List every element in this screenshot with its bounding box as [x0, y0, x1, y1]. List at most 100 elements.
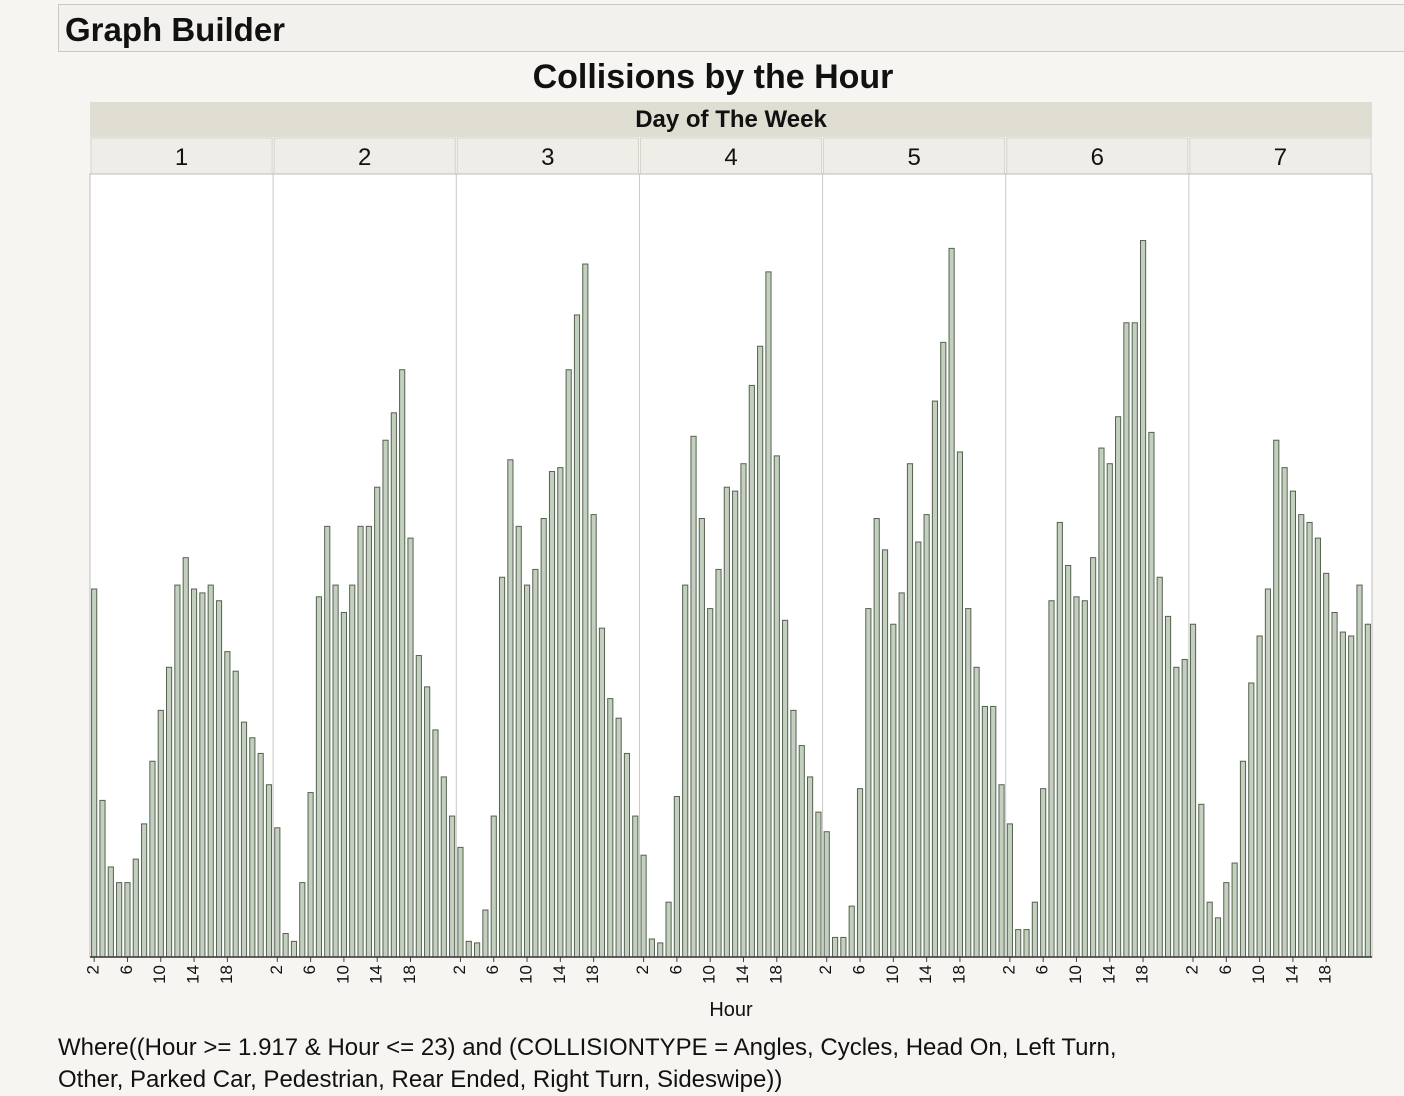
- bar-day7-hour17: [1314, 537, 1321, 958]
- bar-day1-hour18: [224, 651, 231, 958]
- bar-day7-hour8: [1239, 760, 1247, 958]
- bar-day3-hour2: [457, 846, 464, 958]
- bar-day4-hour8: [690, 435, 697, 958]
- bar-day3-hour8: [507, 459, 514, 958]
- footnote-line-2: Other, Parked Car, Pedestrian, Rear Ende…: [58, 1066, 783, 1093]
- bar-day5-hour20: [973, 666, 980, 958]
- bar-day3-hour15: [565, 369, 572, 958]
- bar-day5-hour7: [865, 608, 872, 958]
- bar-day7-hour15: [1298, 514, 1305, 958]
- bar-day1-hour15: [199, 592, 206, 958]
- bar-day5-hour11: [898, 592, 905, 958]
- where-clause-footnote: Where((Hour >= 1.917 & Hour <= 23) and (…: [58, 1032, 1258, 1096]
- bar-day3-hour9: [515, 525, 522, 958]
- x-tick-label: 14: [1099, 965, 1118, 984]
- x-tick-label: 2: [267, 965, 286, 974]
- bar-day1-hour14: [190, 588, 198, 958]
- bar-day3-hour12: [540, 518, 547, 958]
- facet-strip-5: [823, 137, 1006, 175]
- bar-day4-hour22: [807, 776, 814, 958]
- x-tick-label: 14: [733, 965, 752, 984]
- bar-day4-hour7: [682, 584, 689, 958]
- bar-day6-hour13: [1098, 447, 1105, 958]
- bar-day2-hour3: [282, 933, 289, 958]
- x-tick-label: 6: [1216, 965, 1235, 974]
- bar-day7-hour23: [1364, 623, 1371, 958]
- bar-day7-hour22: [1356, 584, 1363, 958]
- bar-day3-hour13: [548, 471, 556, 958]
- footnote-line-1: Where((Hour >= 1.917 & Hour <= 23) and (…: [58, 1034, 1117, 1061]
- bar-day1-hour21: [249, 737, 256, 958]
- bar-day6-hour15: [1115, 416, 1122, 958]
- bar-day2-hour23: [449, 815, 456, 958]
- bar-day2-hour9: [332, 584, 339, 958]
- bar-day4-hour17: [765, 271, 772, 958]
- bar-day6-hour16: [1123, 322, 1130, 958]
- x-tick-label: 2: [1183, 965, 1202, 974]
- bar-day3-hour19: [598, 627, 606, 958]
- x-tick-label: 2: [84, 965, 103, 974]
- bar-day6-hour7: [1048, 600, 1055, 958]
- bar-day6-hour17: [1131, 322, 1138, 958]
- bar-day1-hour22: [257, 752, 264, 958]
- x-tick-label: 18: [583, 965, 602, 984]
- bar-day2-hour5: [299, 882, 306, 958]
- bar-day6-hour8: [1056, 521, 1063, 958]
- x-tick-label: 18: [400, 965, 419, 984]
- bar-day7-hour2: [1189, 623, 1197, 958]
- bar-day4-hour16: [757, 345, 764, 958]
- bar-day3-hour18: [590, 514, 597, 958]
- facet-label-5: 5: [907, 144, 920, 171]
- bar-day3-hour21: [615, 717, 622, 958]
- bar-day1-hour6: [124, 882, 131, 958]
- bar-day2-hour20: [424, 686, 431, 958]
- bar-day3-hour4: [474, 942, 481, 958]
- bar-day7-hour18: [1323, 572, 1330, 958]
- x-tick-label: 2: [450, 965, 469, 974]
- bar-day2-hour7: [315, 596, 323, 958]
- bar-day4-hour5: [665, 901, 672, 958]
- bar-day1-hour2: [91, 588, 98, 958]
- bar-day1-hour13: [182, 557, 189, 958]
- bar-day2-hour8: [324, 525, 331, 958]
- x-tick-label: 6: [666, 965, 685, 974]
- x-tick-label: 6: [117, 965, 136, 974]
- x-tick-label: 18: [1133, 965, 1152, 984]
- bar-day1-hour8: [141, 823, 148, 958]
- facet-header: Day of The Week: [90, 102, 1372, 137]
- bar-day1-hour20: [240, 721, 248, 958]
- bar-day5-hour19: [965, 608, 972, 958]
- bar-day3-hour5: [482, 909, 489, 958]
- bar-day5-hour13: [915, 541, 922, 958]
- bar-day5-hour18: [956, 451, 964, 958]
- bar-day1-hour12: [174, 584, 181, 958]
- bar-day2-hour16: [390, 412, 397, 958]
- bar-day4-hour9: [698, 518, 705, 958]
- bar-day4-hour23: [815, 811, 822, 958]
- bar-day5-hour10: [890, 623, 897, 958]
- bar-day3-hour3: [465, 940, 472, 958]
- bar-day3-hour23: [632, 815, 639, 958]
- bar-day3-hour20: [607, 698, 614, 958]
- bar-day5-hour9: [881, 549, 889, 958]
- bar-day5-hour2: [823, 831, 830, 958]
- bar-day2-hour15: [382, 439, 389, 958]
- bar-day1-hour19: [232, 670, 239, 958]
- bar-day5-hour8: [873, 518, 880, 958]
- bar-day5-hour6: [856, 788, 864, 958]
- bar-day5-hour14: [923, 514, 930, 958]
- bar-day7-hour16: [1306, 521, 1313, 958]
- x-tick-label: 6: [300, 965, 319, 974]
- bar-day3-hour16: [573, 314, 581, 958]
- bar-day1-hour3: [99, 799, 106, 958]
- facet-title: Day of The Week: [635, 106, 827, 133]
- bar-day4-hour20: [790, 709, 797, 958]
- bar-day4-hour3: [648, 938, 655, 958]
- bar-day3-hour7: [498, 576, 506, 958]
- bar-day6-hour3: [1015, 929, 1022, 958]
- bar-day7-hour21: [1348, 635, 1355, 958]
- bar-day7-hour19: [1331, 611, 1338, 958]
- x-tick-label: 18: [949, 965, 968, 984]
- bar-day7-hour7: [1231, 862, 1238, 958]
- bar-day7-hour6: [1223, 882, 1230, 958]
